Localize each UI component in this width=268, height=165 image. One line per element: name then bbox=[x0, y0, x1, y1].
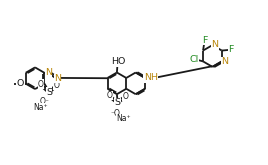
Text: Na⁺: Na⁺ bbox=[116, 114, 131, 123]
Text: HO: HO bbox=[111, 57, 125, 66]
Text: N: N bbox=[221, 57, 228, 66]
Text: N: N bbox=[211, 40, 218, 49]
Text: O: O bbox=[107, 91, 112, 100]
Text: S: S bbox=[114, 98, 120, 107]
Text: O⁻: O⁻ bbox=[40, 97, 50, 106]
Text: F: F bbox=[202, 36, 207, 45]
Text: O: O bbox=[122, 92, 128, 101]
Text: Cl: Cl bbox=[189, 55, 198, 64]
Text: O: O bbox=[54, 81, 59, 90]
Text: O: O bbox=[38, 80, 44, 89]
Text: NH: NH bbox=[144, 73, 158, 82]
Text: ⁻O: ⁻O bbox=[111, 109, 121, 117]
Text: N: N bbox=[54, 74, 61, 83]
Text: N: N bbox=[45, 68, 52, 77]
Text: F: F bbox=[228, 46, 234, 54]
Text: O: O bbox=[17, 79, 24, 88]
Text: Na⁺: Na⁺ bbox=[33, 103, 48, 112]
Text: S: S bbox=[46, 88, 52, 97]
